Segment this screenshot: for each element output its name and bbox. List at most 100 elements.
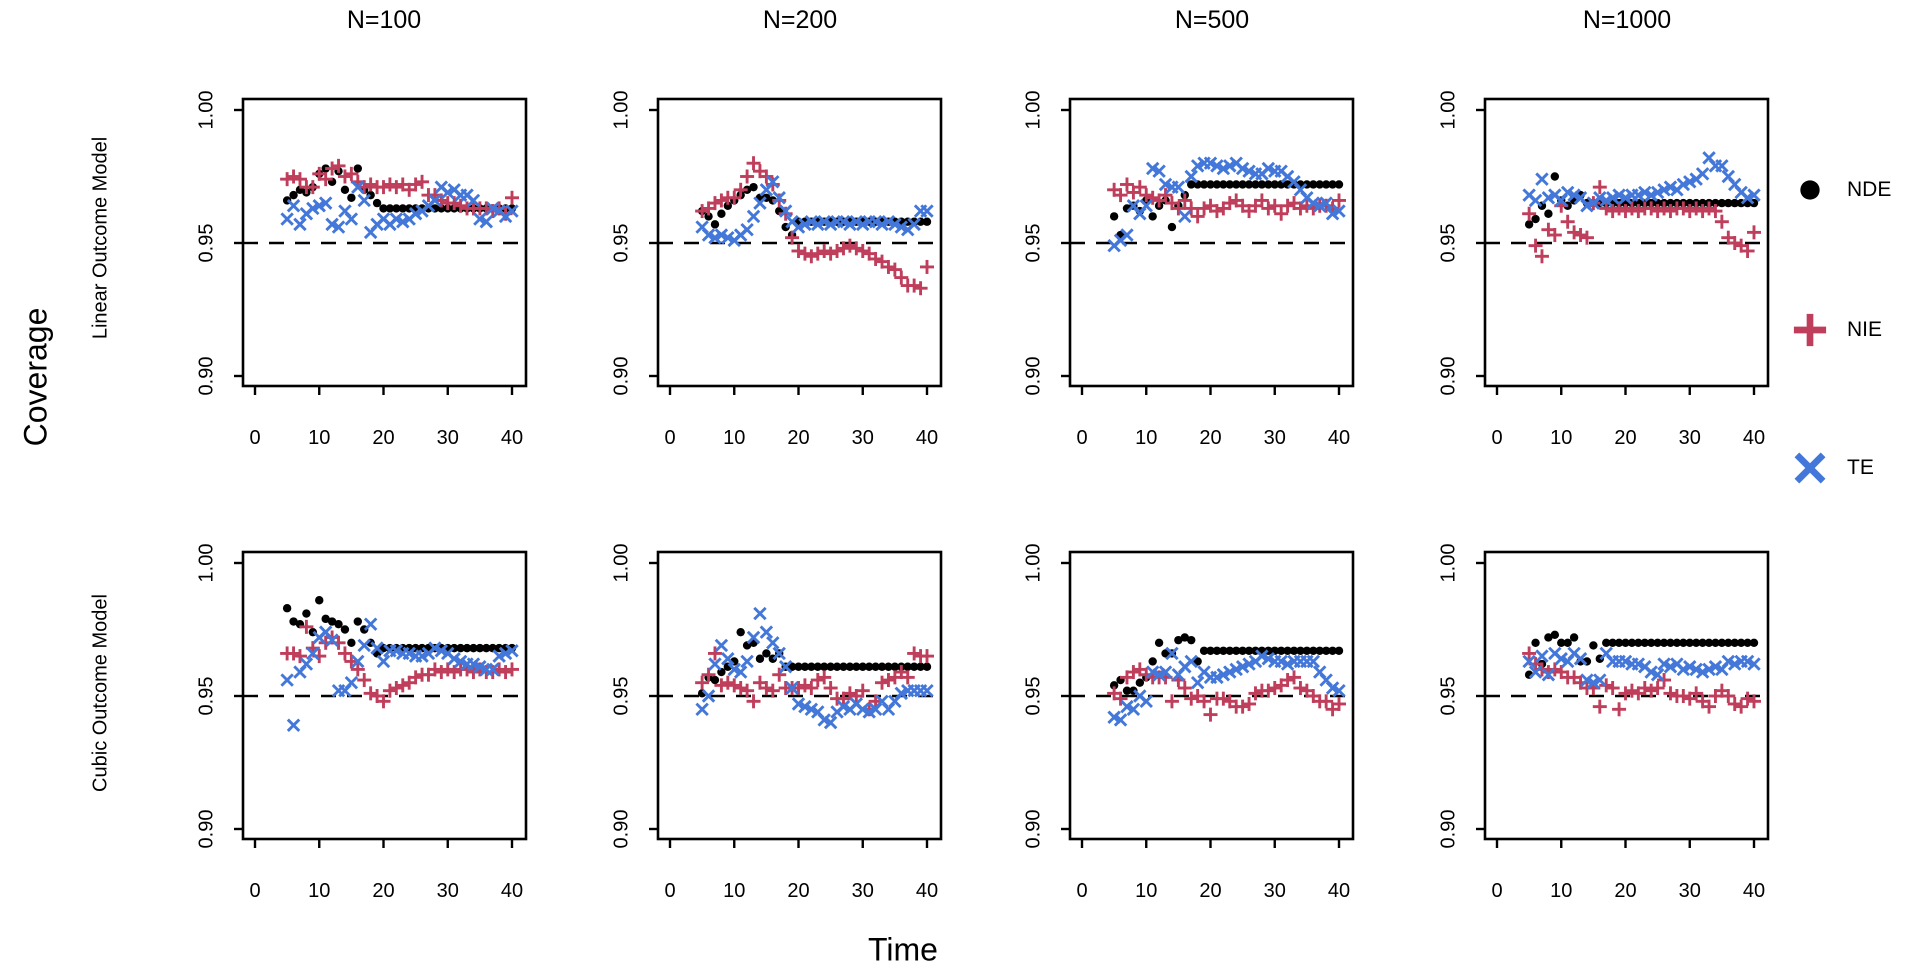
point-nie bbox=[382, 683, 397, 698]
point-nie bbox=[466, 665, 481, 680]
x-tick-label: 10 bbox=[1135, 427, 1157, 449]
point-nde bbox=[1135, 678, 1145, 687]
point-nde bbox=[1232, 180, 1241, 189]
point-te bbox=[759, 625, 774, 639]
x-axis: 0 10 20 30 40 bbox=[1491, 386, 1765, 449]
point-nie bbox=[1203, 707, 1218, 722]
y-tick-label: 0.95 bbox=[610, 224, 632, 263]
point-te bbox=[428, 193, 442, 208]
point-nde bbox=[1634, 638, 1643, 647]
point-nie bbox=[823, 246, 838, 261]
point-nie bbox=[1663, 686, 1678, 701]
point-nie bbox=[1293, 681, 1308, 696]
point-nie bbox=[714, 193, 729, 208]
point-nie bbox=[810, 246, 825, 261]
point-nde bbox=[1289, 646, 1299, 655]
point-nde bbox=[1257, 180, 1267, 189]
point-nde bbox=[1148, 212, 1157, 221]
point-te bbox=[1158, 665, 1173, 679]
point-nde bbox=[1531, 638, 1540, 647]
point-nie bbox=[1139, 188, 1154, 203]
point-te bbox=[1319, 196, 1333, 210]
point-nie bbox=[1184, 691, 1199, 706]
y-axis: 1.00 0.95 0.90 bbox=[195, 91, 243, 395]
point-nde bbox=[302, 609, 311, 618]
point-te bbox=[479, 214, 494, 229]
point-te bbox=[351, 654, 365, 669]
point-nie bbox=[1567, 225, 1582, 240]
y-tick-label: 0.95 bbox=[1022, 224, 1044, 263]
column-title-n100: N=100 bbox=[346, 6, 422, 34]
point-nie bbox=[1248, 686, 1263, 701]
x-axis: 0 10 20 30 40 bbox=[664, 839, 938, 902]
series-te bbox=[280, 180, 519, 240]
point-nie bbox=[434, 665, 449, 680]
series-te bbox=[1522, 646, 1761, 690]
point-nde bbox=[1685, 638, 1694, 647]
point-nie bbox=[331, 158, 346, 173]
point-nie bbox=[1644, 201, 1659, 216]
point-nie bbox=[1663, 204, 1678, 219]
point-nde bbox=[398, 204, 407, 213]
x-tick-label: 40 bbox=[1743, 880, 1765, 902]
point-te bbox=[695, 702, 709, 717]
point-nde bbox=[787, 662, 797, 671]
y-axis: 1.00 0.95 0.90 bbox=[1437, 544, 1485, 848]
point-nde bbox=[1206, 180, 1215, 189]
point-nie bbox=[823, 681, 838, 696]
point-nie bbox=[740, 683, 755, 698]
x-tick-label: 40 bbox=[1328, 427, 1350, 449]
point-nie bbox=[1708, 204, 1723, 219]
point-nde bbox=[1685, 198, 1694, 208]
x-tick-label: 40 bbox=[501, 427, 523, 449]
point-nie bbox=[1682, 204, 1697, 219]
point-nie bbox=[280, 172, 295, 187]
point-nde bbox=[353, 164, 362, 173]
point-nie bbox=[855, 683, 870, 698]
point-nde bbox=[475, 643, 485, 653]
point-te bbox=[1695, 167, 1710, 181]
series-nie bbox=[1522, 646, 1761, 717]
point-nie bbox=[305, 180, 320, 195]
point-nie bbox=[759, 169, 774, 184]
point-nie bbox=[1528, 238, 1543, 253]
point-te bbox=[714, 638, 729, 653]
point-nde bbox=[1109, 212, 1119, 221]
y-tick-label: 0.90 bbox=[1437, 357, 1459, 396]
legend-item-nie: NIE bbox=[1782, 302, 1882, 358]
point-nie bbox=[498, 665, 513, 680]
x-tick-label: 30 bbox=[852, 427, 874, 449]
point-nie bbox=[791, 243, 806, 258]
point-nde bbox=[858, 662, 867, 671]
point-nie bbox=[1184, 201, 1199, 216]
point-nie bbox=[1618, 204, 1633, 219]
point-nie bbox=[817, 670, 832, 685]
legend-label-nde: NDE bbox=[1847, 178, 1892, 201]
point-nie bbox=[363, 686, 378, 701]
point-te bbox=[907, 217, 921, 232]
point-te bbox=[1573, 652, 1588, 666]
x-axis: 0 10 20 30 40 bbox=[1076, 386, 1350, 449]
y-tick-label: 1.00 bbox=[610, 91, 632, 129]
point-nde bbox=[379, 204, 388, 213]
point-nde bbox=[1283, 646, 1292, 655]
point-nde bbox=[1167, 222, 1177, 232]
panel-linear-n500: 1.00 0.95 0.90 0 10 20 30 40 bbox=[1022, 91, 1355, 449]
point-nie bbox=[1657, 201, 1672, 216]
point-nie bbox=[1592, 699, 1607, 714]
y-axis: 1.00 0.95 0.90 bbox=[610, 91, 658, 395]
point-nie bbox=[292, 649, 307, 664]
point-nie bbox=[701, 667, 716, 682]
point-nie bbox=[1740, 691, 1755, 706]
y-tick-label: 0.95 bbox=[195, 677, 217, 716]
point-te bbox=[280, 212, 294, 226]
x-tick-label: 30 bbox=[437, 880, 459, 902]
point-nde bbox=[1109, 681, 1119, 690]
point-nde bbox=[1698, 638, 1707, 647]
point-nde bbox=[1569, 633, 1579, 642]
point-nde bbox=[1621, 638, 1630, 647]
x-tick-label: 30 bbox=[437, 427, 459, 449]
point-nie bbox=[1197, 694, 1212, 709]
y-axis: 1.00 0.95 0.90 bbox=[195, 544, 243, 848]
point-nie bbox=[1727, 236, 1742, 250]
